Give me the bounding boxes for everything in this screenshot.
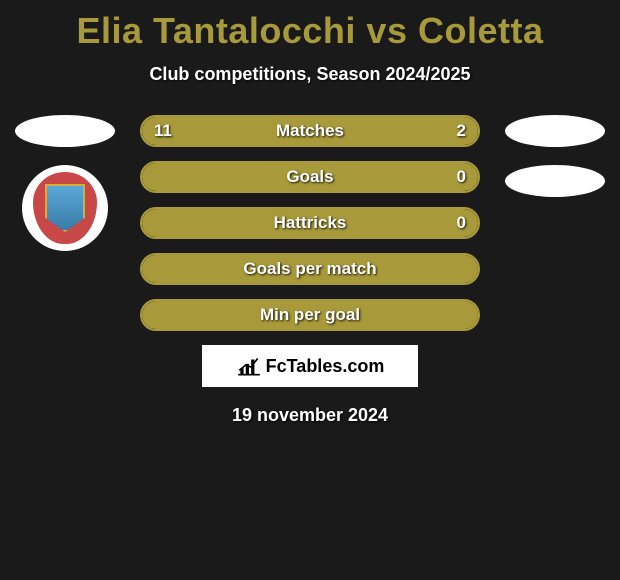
page-title: Elia Tantalocchi vs Coletta [0,0,620,52]
stat-bar: Min per goal [140,299,480,331]
watermark-text: FcTables.com [266,356,385,377]
chart-icon [236,355,262,377]
comparison-content: Matches112Goals0Hattricks0Goals per matc… [0,115,620,426]
bar-label: Min per goal [142,301,478,329]
stat-bar: Goals per match [140,253,480,285]
bar-value-right: 2 [457,117,466,145]
bar-label: Goals [142,163,478,191]
bar-value-left: 11 [154,117,172,145]
club-badge-inner [33,172,97,244]
bar-value-right: 0 [457,163,466,191]
player-logo-placeholder [505,115,605,147]
stat-bar: Matches11 2 [140,115,480,147]
player-logo-placeholder [15,115,115,147]
right-player-column [500,115,610,215]
stat-bar: Goals0 [140,161,480,193]
club-logo-placeholder [505,165,605,197]
stat-bar: Hattricks0 [140,207,480,239]
bar-label: Matches [142,117,478,145]
bar-label: Goals per match [142,255,478,283]
date-label: 19 november 2024 [0,405,620,426]
stat-bars: Matches112Goals0Hattricks0Goals per matc… [140,115,480,331]
watermark: FcTables.com [202,345,418,387]
bar-value-right: 0 [457,209,466,237]
shield-icon [45,184,85,232]
club-badge [22,165,108,251]
left-player-column [10,115,120,251]
subtitle: Club competitions, Season 2024/2025 [0,64,620,85]
bar-label: Hattricks [142,209,478,237]
